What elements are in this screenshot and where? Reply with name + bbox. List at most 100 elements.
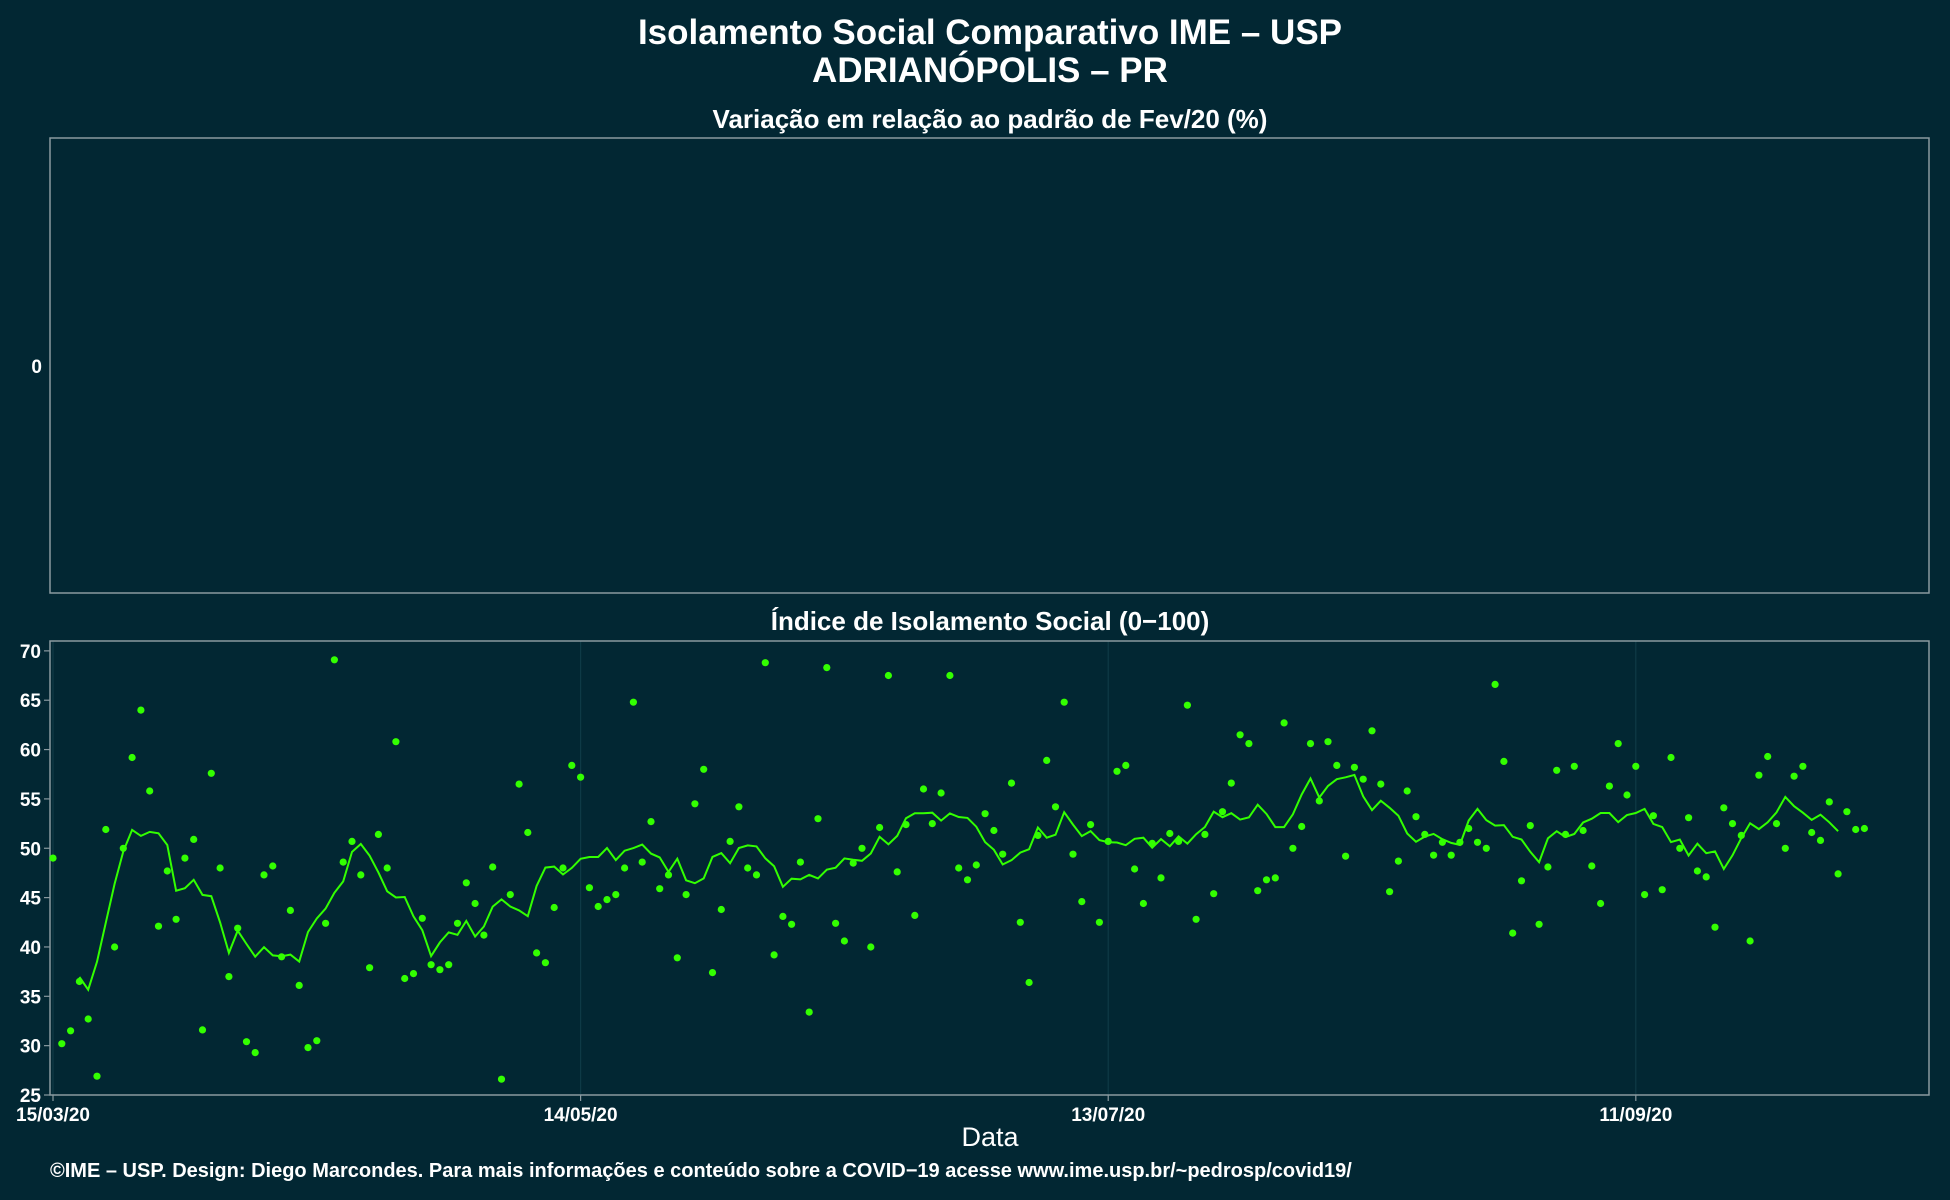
data-point (172, 915, 180, 923)
chart-subtitle: ADRIANÓPOLIS – PR (812, 50, 1168, 90)
data-point (752, 871, 761, 879)
data-point (664, 871, 673, 879)
data-point (708, 969, 717, 977)
y-tick-label: 60 (20, 741, 41, 762)
data-point (93, 1072, 101, 1080)
data-point (1315, 797, 1323, 805)
data-point (480, 931, 488, 939)
data-point (779, 912, 787, 921)
data-point (1852, 825, 1860, 834)
top-panel-frame (49, 137, 1930, 594)
data-point (471, 899, 479, 908)
data-point (1561, 830, 1570, 839)
data-point (691, 800, 699, 808)
data-point (1271, 874, 1279, 882)
chart-title: Isolamento Social Comparativo IME – USP (638, 13, 1342, 52)
data-point (1289, 844, 1297, 852)
x-axis: 15/03/20 14/05/20 13/07/20 11/09/20 (16, 1095, 1672, 1126)
data-point (1403, 787, 1411, 795)
data-point (67, 1027, 75, 1035)
data-point (1342, 852, 1350, 860)
data-point (1236, 731, 1244, 739)
data-point (1034, 831, 1042, 840)
y-tick-label: 50 (20, 839, 41, 860)
data-point (928, 820, 936, 828)
data-point (146, 787, 154, 795)
data-point (1676, 844, 1684, 852)
y-tick-label: 25 (20, 1086, 42, 1107)
y-tick-label: 40 (20, 938, 41, 959)
data-point (1421, 830, 1429, 839)
data-point (190, 835, 198, 844)
y-tick-label: 55 (20, 790, 42, 811)
data-point (1298, 822, 1306, 831)
data-point (1078, 898, 1086, 906)
data-point (1781, 844, 1789, 852)
data-point (884, 671, 893, 680)
data-point (242, 1038, 251, 1046)
data-point (1359, 775, 1367, 783)
data-point (946, 671, 954, 680)
data-point (1438, 838, 1446, 846)
data-point (409, 970, 418, 978)
data-point (313, 1037, 321, 1045)
data-point (832, 919, 840, 927)
data-point (401, 974, 409, 983)
data-point (796, 858, 805, 866)
data-points (49, 656, 1868, 1083)
data-point (1641, 891, 1649, 899)
data-point (1526, 822, 1534, 830)
data-point (84, 1015, 92, 1023)
data-point (1183, 701, 1191, 709)
x-tick-label: 13/07/20 (1071, 1105, 1145, 1126)
data-point (128, 753, 136, 762)
data-point (1131, 865, 1139, 873)
data-point (1860, 824, 1868, 833)
data-point (1772, 820, 1781, 828)
data-point (1254, 887, 1262, 895)
data-point (1201, 830, 1209, 839)
data-point (1658, 886, 1666, 894)
data-point (1632, 762, 1640, 770)
data-point (1412, 813, 1420, 821)
data-point (366, 964, 374, 972)
data-point (225, 973, 233, 981)
y-tick-label: 65 (20, 691, 42, 712)
data-point (1790, 772, 1798, 780)
data-point (1473, 838, 1482, 846)
data-point (594, 902, 602, 911)
data-point (383, 864, 391, 872)
data-point (1667, 753, 1675, 762)
y-axis: 25 30 35 40 45 50 55 60 65 70 (20, 642, 50, 1107)
data-point (1834, 870, 1842, 878)
data-point (111, 943, 119, 951)
data-point (990, 826, 998, 835)
data-point (673, 954, 681, 962)
data-point (1218, 808, 1227, 816)
data-point (278, 953, 286, 961)
data-point (814, 815, 822, 823)
data-point (269, 862, 277, 870)
data-point (1456, 838, 1464, 846)
data-point (1166, 829, 1174, 838)
y-tick-label: 70 (20, 642, 41, 663)
data-point (533, 949, 541, 957)
data-point (119, 844, 127, 852)
data-point (849, 859, 857, 867)
data-point (603, 896, 611, 904)
data-point (656, 885, 664, 893)
data-point (1333, 761, 1341, 770)
data-point (621, 864, 629, 872)
data-point (1104, 837, 1112, 846)
data-point (1007, 779, 1016, 787)
data-point (497, 1075, 506, 1083)
data-point (304, 1044, 312, 1052)
data-point (1799, 762, 1807, 770)
data-point (75, 977, 83, 986)
data-point (1825, 798, 1833, 806)
data-point (445, 961, 453, 969)
data-point (1324, 738, 1332, 746)
data-point (999, 850, 1007, 858)
data-point (357, 871, 365, 879)
